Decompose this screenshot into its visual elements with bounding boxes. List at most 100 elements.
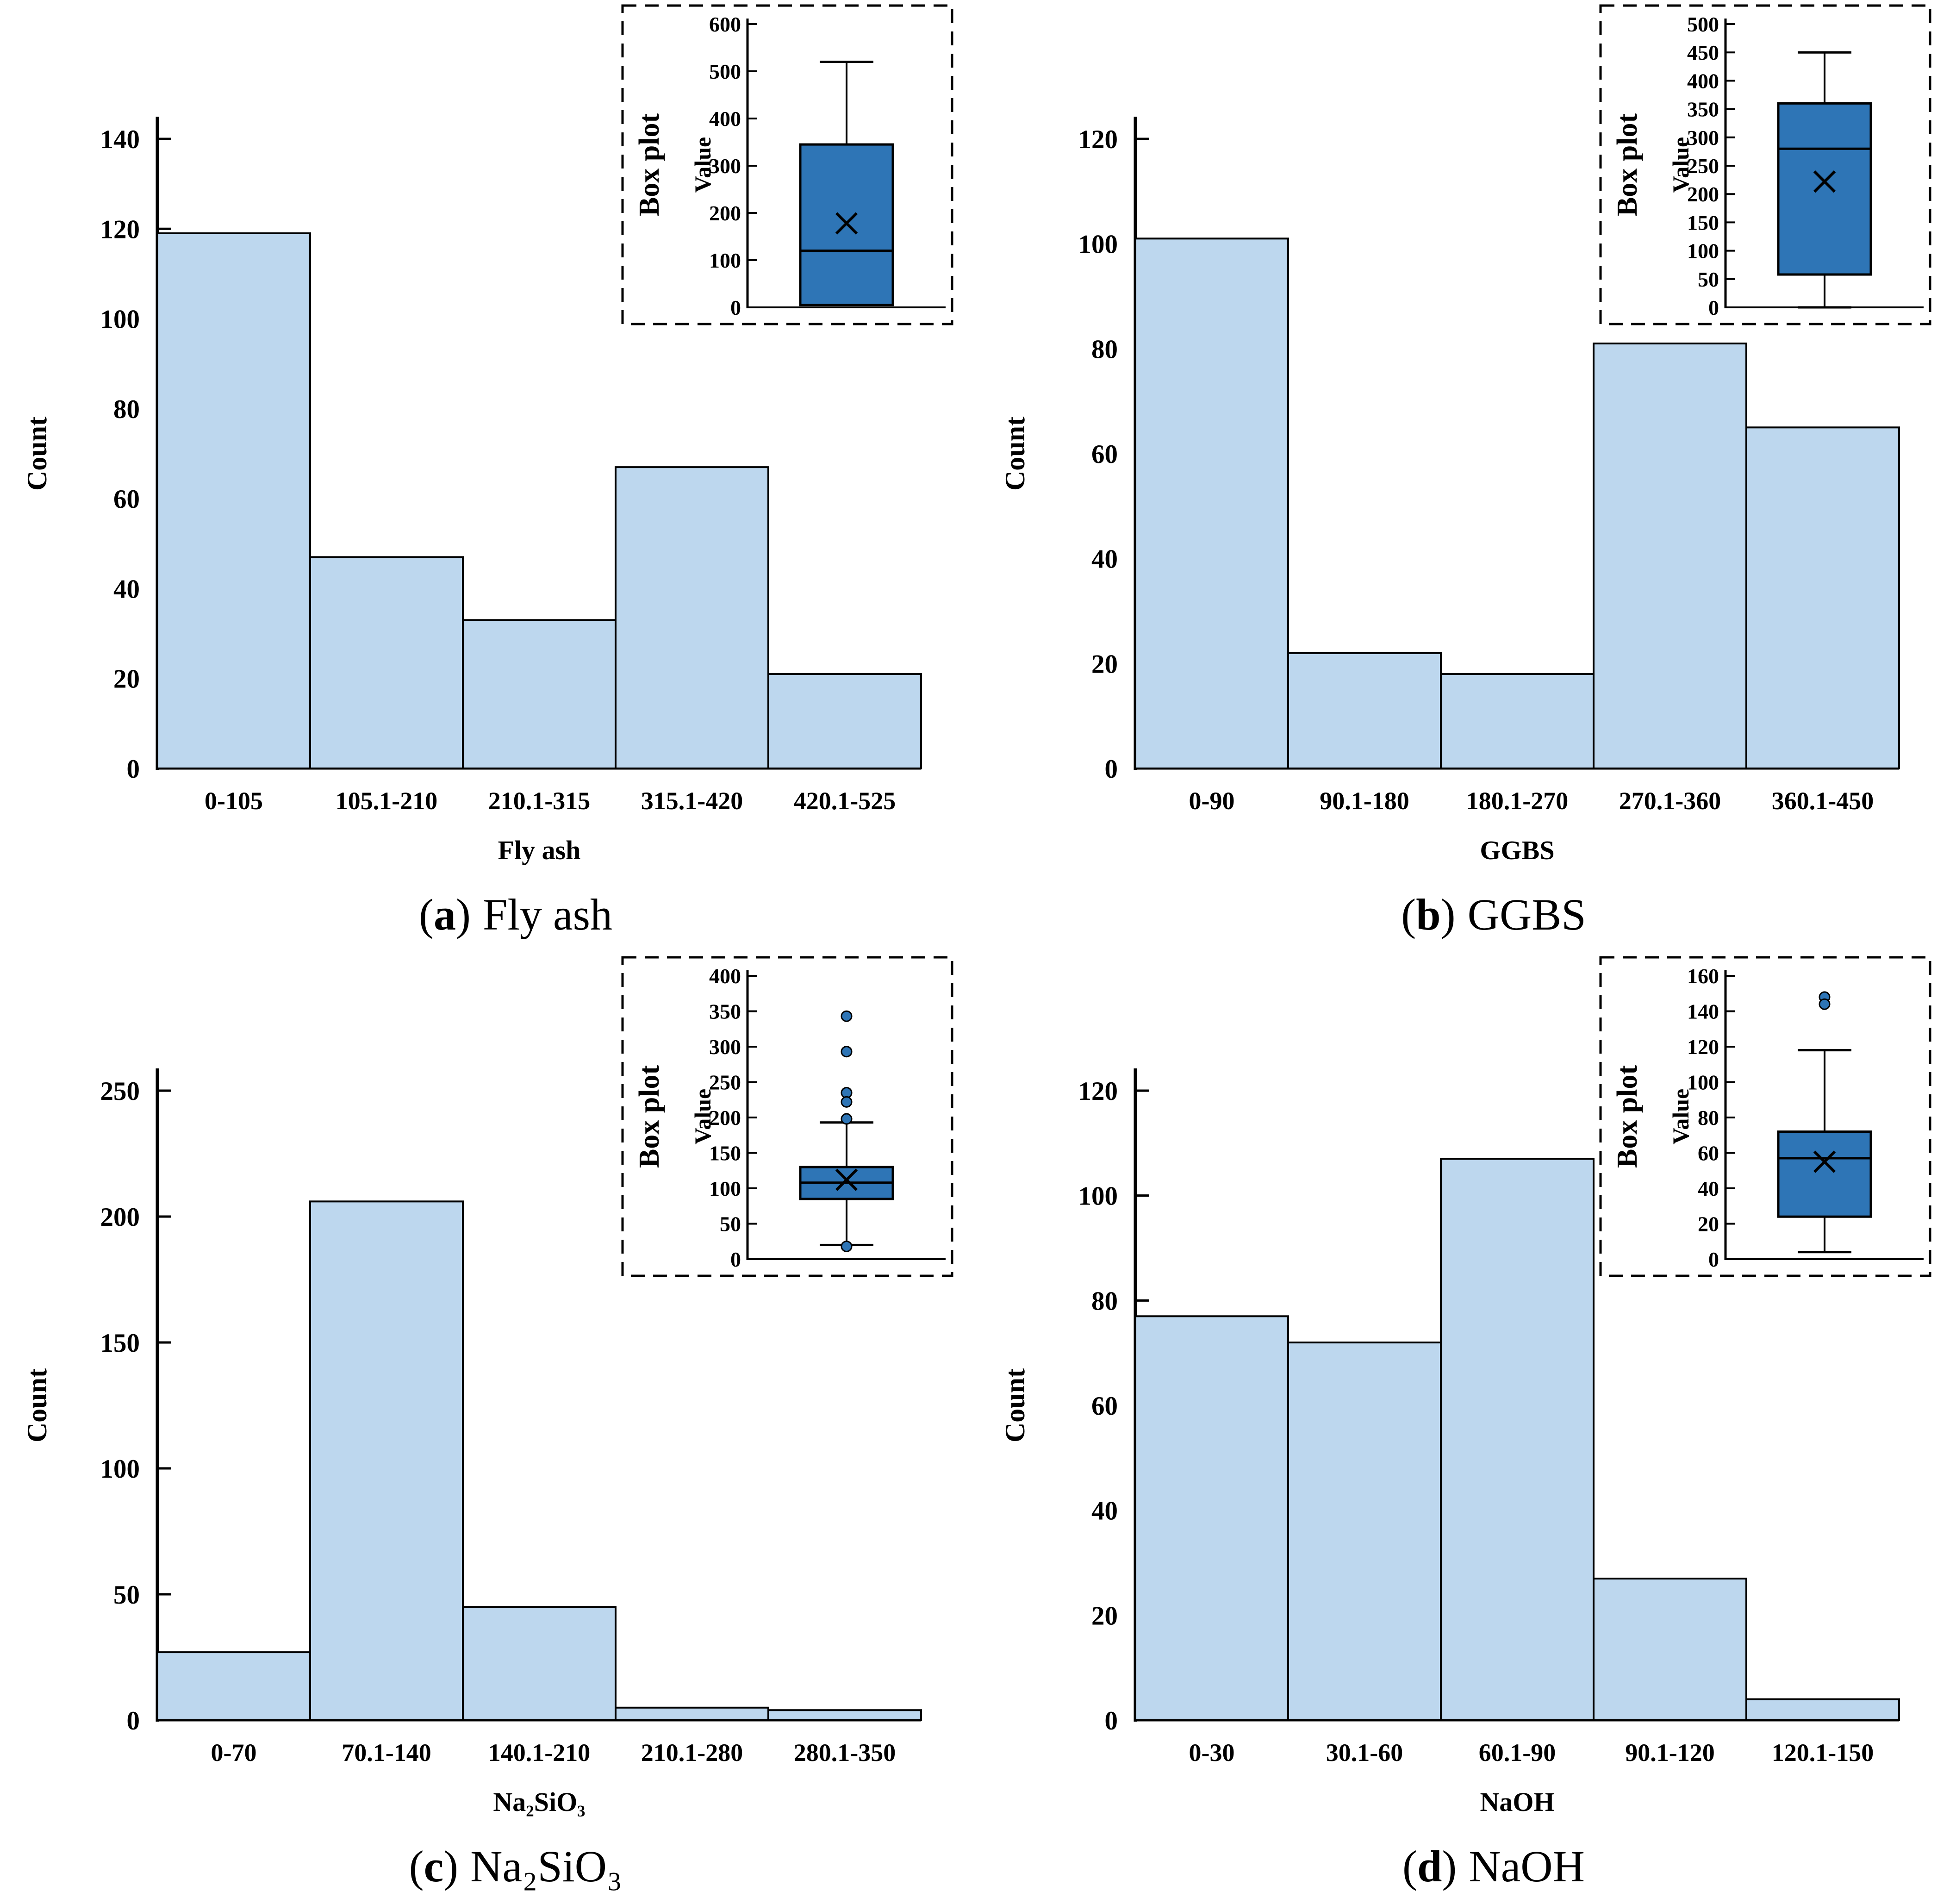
panel-sodium-silicate: 0 50 100 150 200 250 Count 0-70 70.1-140 140.1-21… xyxy=(0,952,978,1904)
caption-paren-open: ( xyxy=(419,890,434,939)
y-tick-label: 20 xyxy=(113,665,140,694)
inset-y-tick-label: 400 xyxy=(1687,69,1719,93)
caption-paren-close: ) xyxy=(1442,1842,1457,1891)
panel-naoh: 0 20 40 60 80 100 120 Count 0-30 30.1-60 60.1-90 90… xyxy=(978,952,1956,1904)
histogram-bar xyxy=(462,1606,617,1721)
y-tick-label: 80 xyxy=(1091,335,1118,364)
y-tick-label: 20 xyxy=(1091,1601,1118,1630)
y-tick-label: 140 xyxy=(100,125,140,154)
x-axis-title: Fly ash xyxy=(498,835,581,865)
inset-y-tick-label: 50 xyxy=(720,1212,741,1236)
boxplot-mean-marker xyxy=(1813,1150,1836,1173)
x-tick-label: 90.1-180 xyxy=(1320,787,1409,815)
histogram-bar xyxy=(1134,237,1289,769)
inset-y-tick-label: 400 xyxy=(709,107,741,131)
y-tick-label: 120 xyxy=(100,215,140,244)
inset-y-tick-label: 50 xyxy=(1698,268,1719,291)
caption-paren-open: ( xyxy=(1401,890,1416,939)
histogram-bar xyxy=(156,1651,311,1721)
y-tick-label: 0 xyxy=(1105,755,1118,784)
x-tick-label: 120.1-150 xyxy=(1772,1739,1874,1767)
inset-y-tick-label: 200 xyxy=(709,1106,741,1130)
inset-dashed-border xyxy=(621,4,953,325)
histogram-bar xyxy=(1287,652,1442,769)
inset-y-tick-label: 250 xyxy=(1687,154,1719,178)
inset-y-tick-label: 100 xyxy=(709,249,741,272)
sodium-silicate-histogram-chart: 0 50 100 150 200 250 Count 0-70 70.1-140 140.1-21… xyxy=(22,956,953,1817)
y-tick-label: 100 xyxy=(100,1455,140,1484)
inset-y-tick-label: 20 xyxy=(1698,1212,1719,1236)
caption-letter: d xyxy=(1417,1842,1442,1891)
x-tick-label: 0-90 xyxy=(1189,787,1235,815)
caption-paren-open: ( xyxy=(1402,1842,1417,1891)
inset-dashed-border xyxy=(621,956,953,1277)
y-tick-label: 20 xyxy=(1091,649,1118,679)
caption-paren-close: ) xyxy=(443,1842,459,1891)
x-tick-label: 140.1-210 xyxy=(488,1739,590,1767)
inset-y-tick-label: 100 xyxy=(1687,239,1719,263)
inset-y-tick-label: 300 xyxy=(709,1035,741,1059)
y-tick-label: 60 xyxy=(1091,440,1118,469)
histogram-bar xyxy=(615,1706,769,1722)
histogram-bar xyxy=(615,466,769,769)
inset-y-tick-label: 350 xyxy=(1687,98,1719,121)
caption-letter: a xyxy=(433,890,456,939)
x-tick-label: 60.1-90 xyxy=(1479,1739,1556,1767)
inset-y-tick-label: 150 xyxy=(1687,211,1719,234)
x-tick-label: 90.1-120 xyxy=(1625,1739,1714,1767)
inset-title: Box plot xyxy=(1612,1065,1643,1168)
inset-y-tick-label: 0 xyxy=(730,296,741,319)
inset-y-tick-label: 0 xyxy=(730,1248,741,1271)
y-tick-label: 80 xyxy=(1091,1286,1118,1316)
inset-y-tick-label: 100 xyxy=(1687,1071,1719,1094)
inset-y-axis-title: Value xyxy=(1668,137,1694,193)
inset-dashed-border xyxy=(1599,4,1931,325)
x-tick-label: 420.1-525 xyxy=(794,787,896,815)
naoh-histogram-chart: 0 20 40 60 80 100 120 Count 0-30 30.1-60 60.1-90 90… xyxy=(1000,956,1931,1817)
y-tick-label: 0 xyxy=(127,1706,140,1735)
caption-ggbs: (b) GGBS xyxy=(978,882,1956,952)
histogram-bar xyxy=(767,1709,922,1721)
caption-paren-close: ) xyxy=(1440,890,1456,939)
histogram-bar xyxy=(1440,673,1595,769)
histogram-bar xyxy=(462,619,617,770)
y-tick-label: 50 xyxy=(113,1580,140,1610)
boxplot-mean-marker xyxy=(835,1168,858,1191)
histogram-bar xyxy=(156,232,311,769)
y-tick-label: 120 xyxy=(1078,1077,1118,1106)
y-tick-label: 250 xyxy=(100,1077,140,1106)
y-tick-label: 0 xyxy=(1105,1706,1118,1735)
y-tick-label: 80 xyxy=(113,395,140,424)
boxplot-mean-marker xyxy=(835,212,858,235)
inset-y-tick-label: 300 xyxy=(1687,126,1719,150)
histogram-bar xyxy=(1593,343,1747,769)
y-tick-label: 100 xyxy=(1078,1182,1118,1211)
x-axis-title: Na₂SiO₃ xyxy=(493,1787,585,1817)
boxplot-outlier-point xyxy=(841,1096,853,1108)
y-tick-label: 100 xyxy=(100,305,140,334)
inset-y-tick-label: 600 xyxy=(709,12,741,36)
caption-naoh: (d) NaOH xyxy=(978,1834,1956,1904)
x-tick-label: 105.1-210 xyxy=(336,787,437,815)
x-axis-title: GGBS xyxy=(1480,835,1554,865)
fly-ash-histogram-chart: 0 20 40 60 80 100 120 140 Count 0-105 105.1-210 210… xyxy=(22,4,953,865)
inset-y-tick-label: 0 xyxy=(1708,1248,1719,1271)
histogram-bar xyxy=(309,556,464,770)
caption-label: NaOH xyxy=(1469,1842,1585,1891)
x-tick-label: 280.1-350 xyxy=(794,1739,896,1767)
y-tick-label: 60 xyxy=(1091,1392,1118,1421)
x-tick-label: 0-70 xyxy=(211,1739,257,1767)
caption-paren-open: ( xyxy=(409,1842,424,1891)
caption-label: GGBS xyxy=(1467,890,1586,939)
x-tick-label: 210.1-280 xyxy=(641,1739,743,1767)
histogram-bar xyxy=(767,673,922,769)
inset-y-tick-label: 160 xyxy=(1687,964,1719,988)
inset-title: Box plot xyxy=(634,113,665,217)
inset-y-tick-label: 100 xyxy=(709,1177,741,1200)
x-tick-label: 315.1-420 xyxy=(641,787,743,815)
inset-y-tick-label: 150 xyxy=(709,1142,741,1165)
panel-ggbs: 0 20 40 60 80 100 120 Count 0-90 90.1-180 180.1-27… xyxy=(978,0,1956,952)
y-axis-title: Count xyxy=(22,1368,52,1442)
x-tick-label: 180.1-270 xyxy=(1466,787,1568,815)
